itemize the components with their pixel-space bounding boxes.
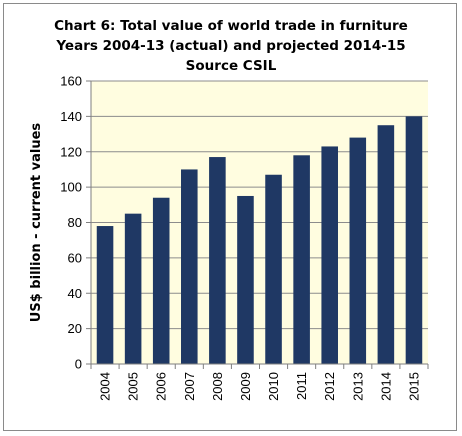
x-tick-label: 2009: [238, 372, 253, 401]
x-tick-label: 2004: [98, 372, 113, 401]
bar-2008: [209, 157, 226, 364]
y-tick-label: 20: [68, 321, 82, 336]
y-tick-label: 100: [60, 180, 82, 195]
x-tick-label: 2014: [378, 372, 393, 401]
y-tick-label: 80: [68, 215, 82, 230]
y-tick-label: 120: [60, 144, 82, 159]
gridlines: [91, 80, 428, 330]
y-tick-labels: 0 20 40 60 80 100 120 140 160: [60, 74, 82, 372]
bar-2004: [96, 226, 114, 364]
y-tick-label: 140: [60, 109, 82, 124]
x-tick-label: 2008: [210, 372, 225, 401]
y-axis-label: US$ billion - current values: [29, 123, 44, 323]
bar-2015: [405, 116, 423, 364]
bar-2007: [181, 169, 198, 364]
x-tick-label: 2012: [322, 372, 337, 401]
x-tick-label: 2011: [294, 372, 309, 400]
x-tick-label: 2015: [406, 372, 421, 401]
x-tick-label: 2010: [266, 372, 281, 401]
chart-title-line-3: Source CSIL: [185, 58, 277, 74]
bar-2014: [377, 125, 395, 364]
y-tick-label: 160: [60, 74, 82, 89]
bar-2011: [293, 155, 310, 364]
bars: [96, 116, 423, 364]
chart-title: Chart 6: Total value of world trade in f…: [4, 16, 458, 76]
y-tick-label: 60: [68, 250, 82, 265]
bar-2010: [265, 174, 282, 364]
x-tick-label: 2013: [350, 372, 365, 401]
bar-2005: [124, 213, 142, 364]
bar-2009: [237, 195, 254, 364]
bar-2012: [321, 146, 338, 364]
x-tick-label: 2005: [126, 372, 141, 401]
bar-2006: [152, 197, 170, 364]
chart-title-line-2: Years 2004-13 (actual) and projected 201…: [56, 38, 406, 54]
bar-2013: [349, 137, 367, 364]
x-tick-labels: 2004 2005 2006 2007 2008 2009 2010 2011 2012 2013…: [98, 372, 422, 401]
axes: [86, 80, 429, 369]
chart-title-line-1: Chart 6: Total value of world trade in f…: [54, 18, 408, 34]
x-tick-label: 2006: [154, 372, 169, 401]
y-tick-label: 40: [68, 286, 82, 301]
y-tick-label: 0: [75, 357, 82, 372]
x-tick-label: 2007: [182, 372, 197, 401]
